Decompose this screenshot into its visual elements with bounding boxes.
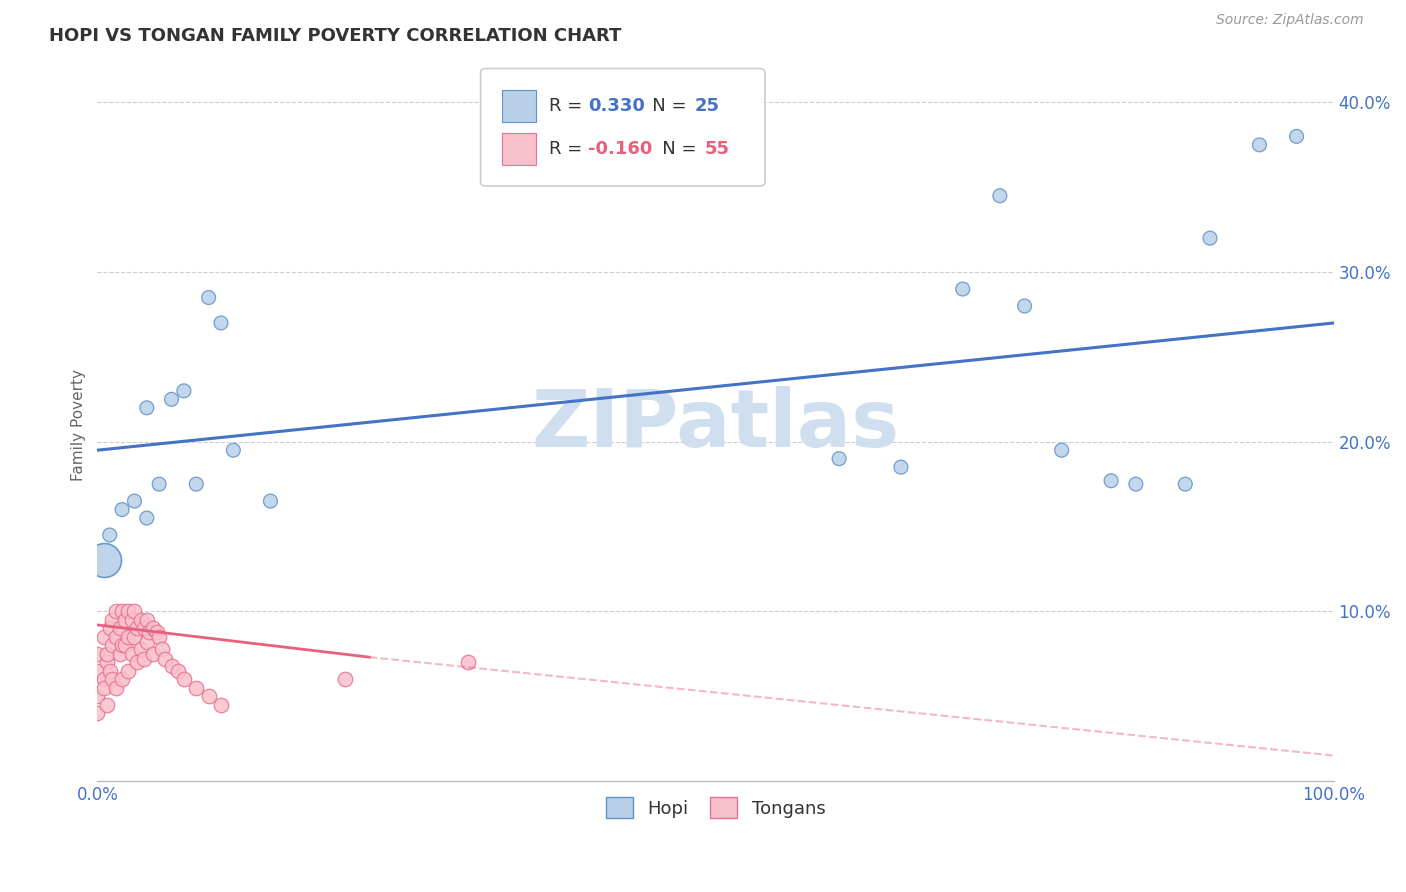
Point xyxy=(93,681,115,695)
Point xyxy=(86,706,108,720)
Point xyxy=(166,664,188,678)
Point xyxy=(148,630,170,644)
Point xyxy=(160,392,183,407)
Point xyxy=(125,621,148,635)
Text: R =: R = xyxy=(548,97,588,115)
Point xyxy=(155,652,177,666)
Point xyxy=(124,604,146,618)
Point xyxy=(1050,443,1073,458)
Point xyxy=(135,511,157,525)
Point xyxy=(124,630,146,644)
Text: 25: 25 xyxy=(695,97,720,115)
Point xyxy=(259,494,281,508)
Point xyxy=(114,613,136,627)
Point xyxy=(197,291,219,305)
Point xyxy=(129,613,152,627)
Point xyxy=(1099,474,1122,488)
Point xyxy=(150,641,173,656)
Point xyxy=(209,316,232,330)
FancyBboxPatch shape xyxy=(502,133,536,165)
Point xyxy=(186,681,208,695)
Point xyxy=(98,621,121,635)
Point xyxy=(117,604,139,618)
Text: ZIPatlas: ZIPatlas xyxy=(531,385,900,464)
Text: R =: R = xyxy=(548,140,588,158)
Point xyxy=(148,477,170,491)
Point xyxy=(1199,231,1222,245)
Point xyxy=(93,553,115,567)
Text: -0.160: -0.160 xyxy=(588,140,652,158)
Point xyxy=(135,401,157,415)
Point xyxy=(173,384,195,398)
Text: 55: 55 xyxy=(704,140,730,158)
Point xyxy=(101,638,124,652)
Point xyxy=(86,647,108,661)
Point xyxy=(86,689,108,703)
Text: HOPI VS TONGAN FAMILY POVERTY CORRELATION CHART: HOPI VS TONGAN FAMILY POVERTY CORRELATIO… xyxy=(49,27,621,45)
Point xyxy=(988,188,1011,202)
Text: N =: N = xyxy=(645,140,702,158)
Text: 0.330: 0.330 xyxy=(588,97,645,115)
Point xyxy=(98,664,121,678)
Point xyxy=(96,647,118,661)
Point xyxy=(1125,477,1147,491)
Point xyxy=(222,443,245,458)
Point xyxy=(1249,137,1271,152)
Point xyxy=(135,635,157,649)
Point xyxy=(124,494,146,508)
Point xyxy=(160,658,183,673)
Point xyxy=(104,604,127,618)
Point xyxy=(98,528,121,542)
Point xyxy=(96,655,118,669)
Point xyxy=(186,477,208,491)
Point xyxy=(134,652,156,666)
Point xyxy=(117,664,139,678)
Point xyxy=(121,613,143,627)
Point xyxy=(209,698,232,712)
Point xyxy=(197,689,219,703)
Point xyxy=(1174,477,1197,491)
Point xyxy=(111,672,134,686)
Y-axis label: Family Poverty: Family Poverty xyxy=(72,368,86,481)
Point xyxy=(114,638,136,652)
Point xyxy=(1285,129,1308,144)
Point xyxy=(93,672,115,686)
Point xyxy=(111,638,134,652)
Point xyxy=(104,681,127,695)
Point xyxy=(121,647,143,661)
Point xyxy=(104,630,127,644)
Point xyxy=(86,664,108,678)
Point xyxy=(111,502,134,516)
Point xyxy=(145,624,167,639)
Point xyxy=(457,655,479,669)
Point xyxy=(138,624,160,639)
Point xyxy=(135,613,157,627)
Point xyxy=(101,613,124,627)
Point xyxy=(96,698,118,712)
Point xyxy=(173,672,195,686)
Point xyxy=(1014,299,1036,313)
Point xyxy=(101,672,124,686)
Point xyxy=(142,647,165,661)
Point xyxy=(952,282,974,296)
Point xyxy=(108,621,131,635)
Point xyxy=(111,604,134,618)
Point xyxy=(129,641,152,656)
Point xyxy=(125,655,148,669)
Legend: Hopi, Tongans: Hopi, Tongans xyxy=(599,790,832,825)
Point xyxy=(333,672,356,686)
FancyBboxPatch shape xyxy=(502,90,536,122)
Text: Source: ZipAtlas.com: Source: ZipAtlas.com xyxy=(1216,13,1364,28)
Text: N =: N = xyxy=(636,97,692,115)
Point xyxy=(142,621,165,635)
Point xyxy=(108,647,131,661)
Point xyxy=(117,630,139,644)
Point xyxy=(93,630,115,644)
Point xyxy=(828,451,851,466)
FancyBboxPatch shape xyxy=(481,69,765,186)
Point xyxy=(890,460,912,475)
Point xyxy=(134,621,156,635)
